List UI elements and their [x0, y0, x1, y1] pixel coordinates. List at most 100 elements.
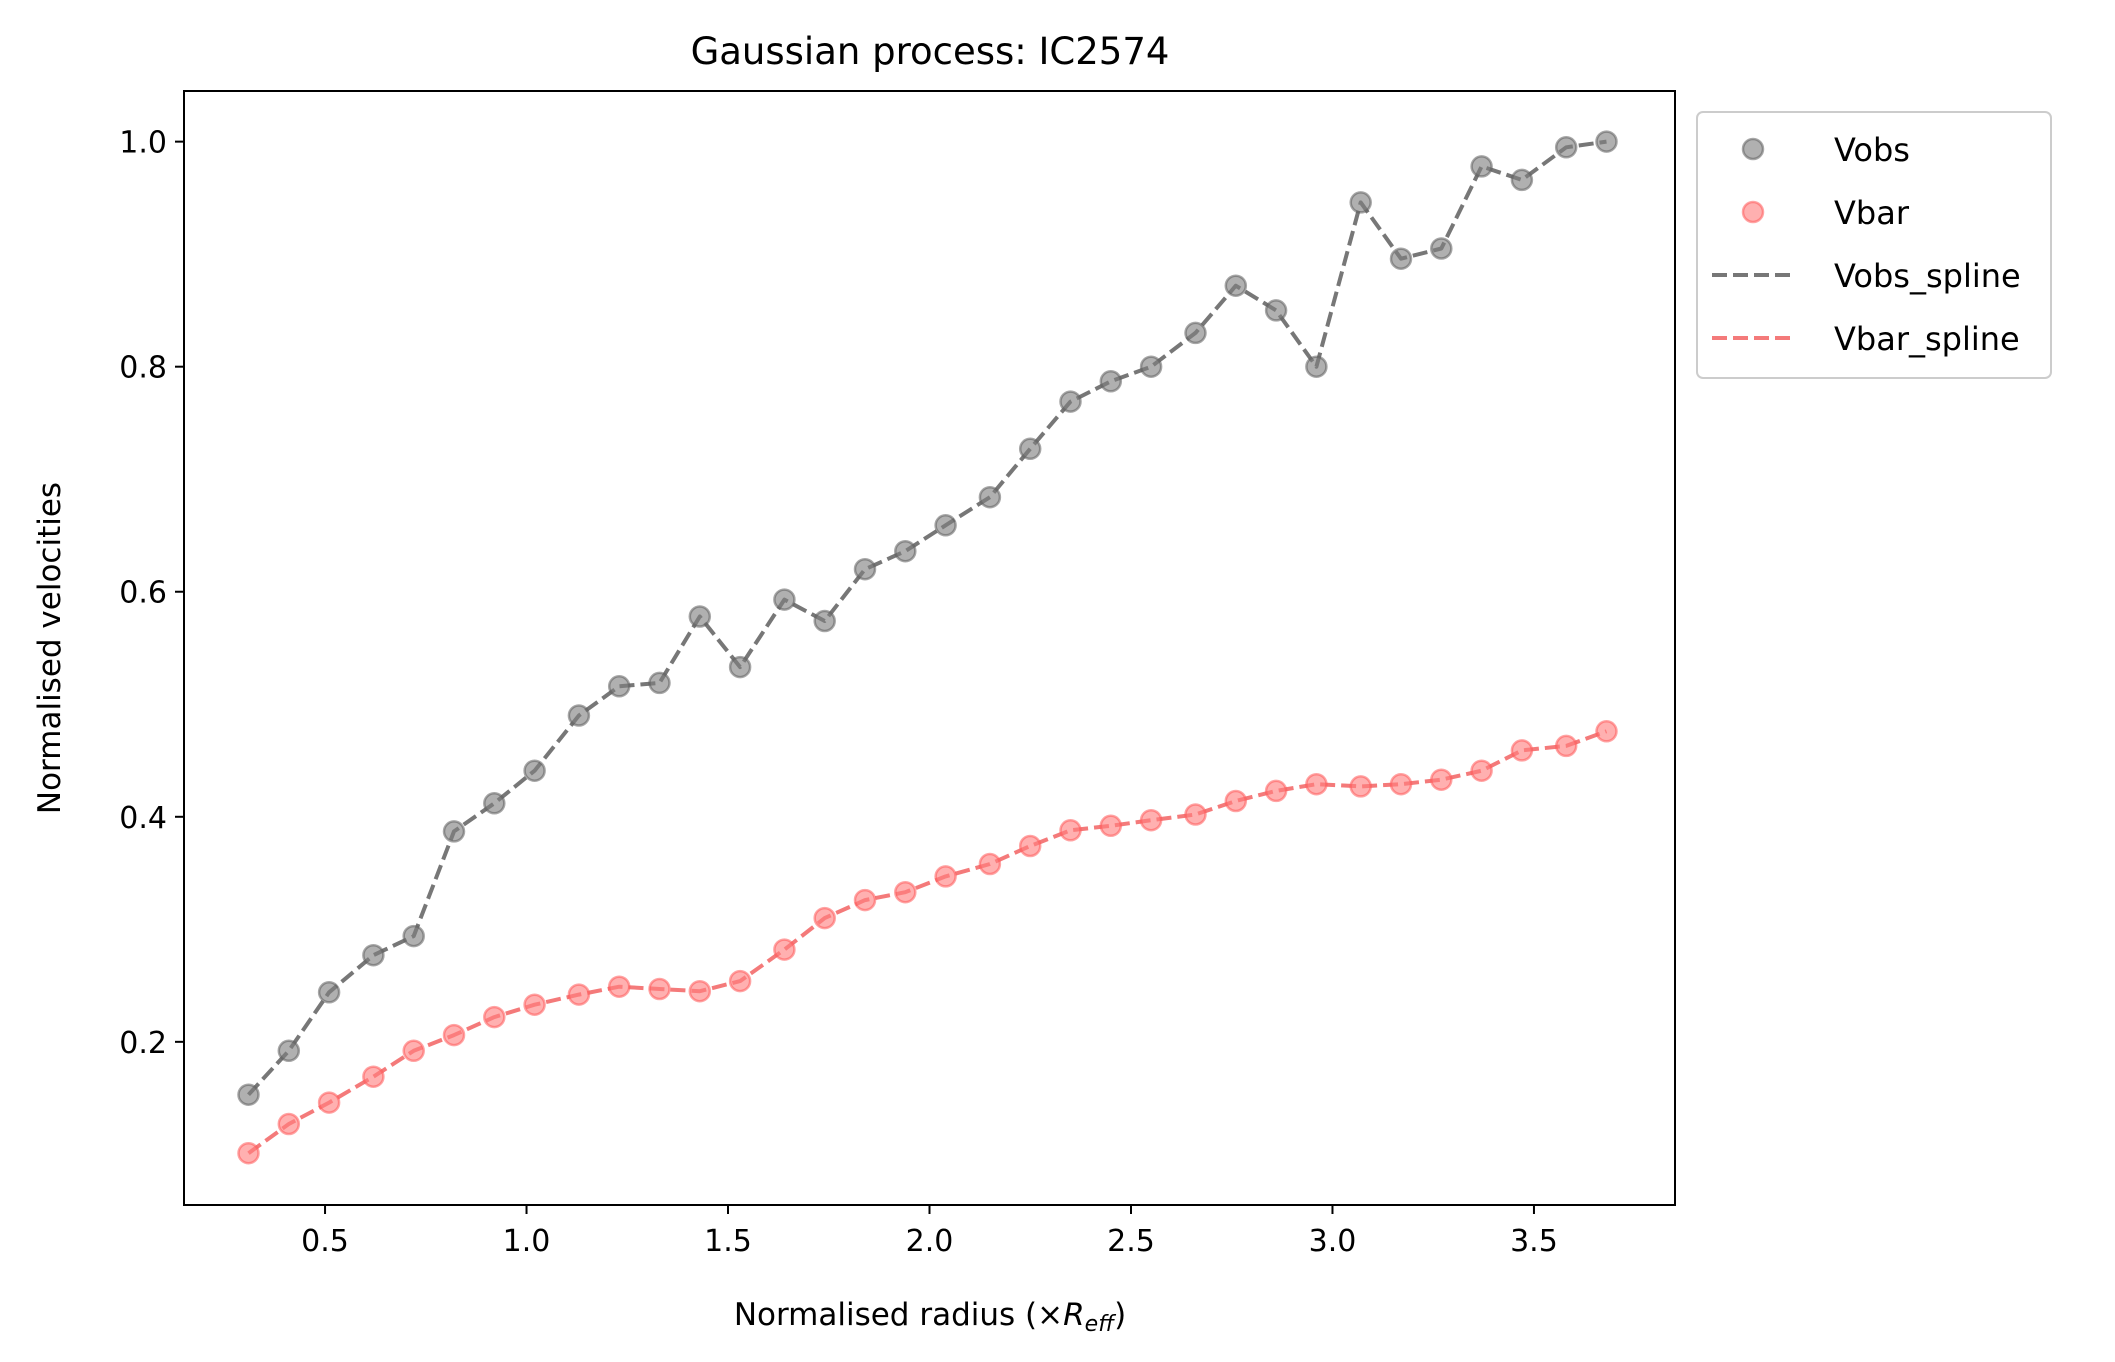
- data-point-vobs: [483, 792, 506, 815]
- x-axis-title-sub: eff: [1085, 1312, 1117, 1337]
- x-tick-label: 1.5: [704, 1224, 752, 1259]
- data-point-vbar: [277, 1112, 301, 1136]
- x-axis-title-prefix: Normalised radius (×: [734, 1297, 1063, 1333]
- data-point-vbar: [978, 852, 1002, 876]
- data-point-vobs: [402, 924, 425, 948]
- data-point-vbar: [1184, 803, 1207, 826]
- legend-marker-vobs: [1741, 137, 1765, 161]
- data-point-vbar: [1389, 772, 1413, 796]
- data-point-vobs: [1059, 390, 1082, 413]
- data-point-vobs: [648, 671, 671, 695]
- data-point-vobs: [1595, 130, 1618, 153]
- x-axis-title: Normalised radius (×Reff): [734, 1297, 1126, 1337]
- data-point-vobs: [773, 588, 796, 611]
- legend-items: Vobs Vbar Vobs_spline Vbar_spline: [1712, 131, 2021, 358]
- data-point-vobs: [277, 1039, 301, 1063]
- data-point-vbar: [894, 880, 917, 904]
- series-line-vbar-spline: [247, 729, 1608, 1155]
- data-point-vbar: [1470, 759, 1493, 782]
- data-point-vobs: [237, 1083, 260, 1106]
- data-point-vobs: [894, 539, 917, 563]
- y-axis-ticks: 0.2 0.4 0.6 0.8 1.0: [119, 126, 184, 1061]
- legend-label-vobs-spline: Vobs_spline: [1834, 257, 2021, 295]
- spline-lines: [247, 139, 1608, 1155]
- data-point-vobs: [813, 609, 836, 633]
- data-point-vobs: [1099, 370, 1123, 393]
- data-point-vbar: [1139, 808, 1163, 832]
- data-point-vbar: [1554, 734, 1578, 758]
- data-point-vobs: [523, 759, 546, 782]
- y-tick-label: 1.0: [119, 126, 167, 161]
- y-tick-label: 0.6: [119, 576, 167, 611]
- data-point-vbar: [648, 977, 671, 1001]
- data-point-vbar: [728, 969, 752, 993]
- x-tick-label: 0.5: [301, 1224, 349, 1259]
- data-point-vbar: [1430, 768, 1453, 791]
- data-point-vbar: [317, 1091, 341, 1114]
- legend: Vobs Vbar Vobs_spline Vbar_spline: [1696, 111, 2052, 379]
- data-point-vobs: [607, 675, 631, 698]
- legend-label-vbar: Vbar: [1834, 194, 1910, 232]
- x-tick-label: 3.0: [1309, 1224, 1357, 1259]
- data-point-vobs: [934, 514, 957, 537]
- x-tick-label: 3.5: [1510, 1224, 1558, 1259]
- data-point-vbar: [1018, 834, 1042, 858]
- data-point-vobs: [1510, 168, 1534, 192]
- data-point-vbar: [1595, 720, 1618, 743]
- data-point-vobs: [688, 605, 712, 628]
- data-point-vobs: [362, 943, 385, 967]
- data-point-vbar: [567, 983, 591, 1006]
- data-point-vbar: [853, 888, 877, 912]
- data-point-vobs: [1224, 274, 1248, 297]
- data-point-vbar: [237, 1141, 260, 1165]
- x-axis-ticks: 0.5 1.0 1.5 2.0 2.5 3.0 3.5: [301, 1205, 1558, 1259]
- data-point-vbar: [1099, 814, 1123, 838]
- data-point-vobs: [853, 557, 877, 581]
- legend-label-vobs: Vobs: [1834, 131, 1910, 169]
- data-point-vbar: [1224, 789, 1248, 813]
- data-point-vbar: [688, 979, 712, 1003]
- data-point-vbar: [442, 1023, 466, 1047]
- legend-label-vbar-spline: Vbar_spline: [1834, 320, 2020, 358]
- data-point-vobs: [728, 655, 752, 679]
- data-point-vobs: [1184, 321, 1207, 345]
- data-point-vbar: [1059, 819, 1082, 842]
- data-point-vbar: [773, 938, 796, 961]
- series-line-vobs-spline: [247, 139, 1607, 1097]
- data-point-vbar: [402, 1039, 425, 1063]
- y-tick-label: 0.4: [119, 801, 167, 836]
- data-point-vbar: [362, 1065, 385, 1088]
- data-point-vbar: [813, 906, 836, 930]
- data-point-vbar: [523, 993, 546, 1016]
- data-point-vobs: [978, 485, 1002, 509]
- data-point-vobs: [1018, 437, 1042, 461]
- data-point-vobs: [442, 820, 466, 843]
- chart-title: Gaussian process: IC2574: [691, 30, 1170, 73]
- x-axis-title-suffix: ): [1114, 1297, 1126, 1333]
- legend-box: [1696, 111, 2052, 379]
- data-point-vbar: [1264, 779, 1288, 803]
- data-point-vobs: [1389, 247, 1413, 270]
- data-point-vobs: [1470, 155, 1493, 178]
- data-point-vobs: [1139, 355, 1163, 378]
- data-point-vobs: [567, 704, 591, 727]
- data-point-vbar: [1349, 775, 1372, 798]
- y-tick-label: 0.2: [119, 1026, 167, 1061]
- legend-marker-vbar: [1741, 200, 1765, 224]
- data-point-vbar: [483, 1005, 506, 1029]
- data-point-vobs: [1430, 237, 1453, 260]
- x-tick-label: 2.0: [906, 1224, 954, 1259]
- y-axis-title: Normalised velocities: [32, 482, 68, 814]
- data-point-vobs: [1305, 355, 1328, 378]
- data-point-vbar: [1510, 739, 1534, 762]
- x-tick-label: 2.5: [1107, 1224, 1155, 1259]
- data-point-vobs: [1554, 136, 1578, 159]
- data-point-vbar: [607, 975, 631, 998]
- x-tick-label: 1.0: [503, 1224, 551, 1259]
- y-tick-label: 0.8: [119, 351, 167, 386]
- x-axis-title-var: R: [1063, 1297, 1085, 1333]
- data-point-vobs: [317, 981, 341, 1004]
- data-point-vbar: [934, 865, 957, 888]
- data-points: [237, 130, 1618, 1165]
